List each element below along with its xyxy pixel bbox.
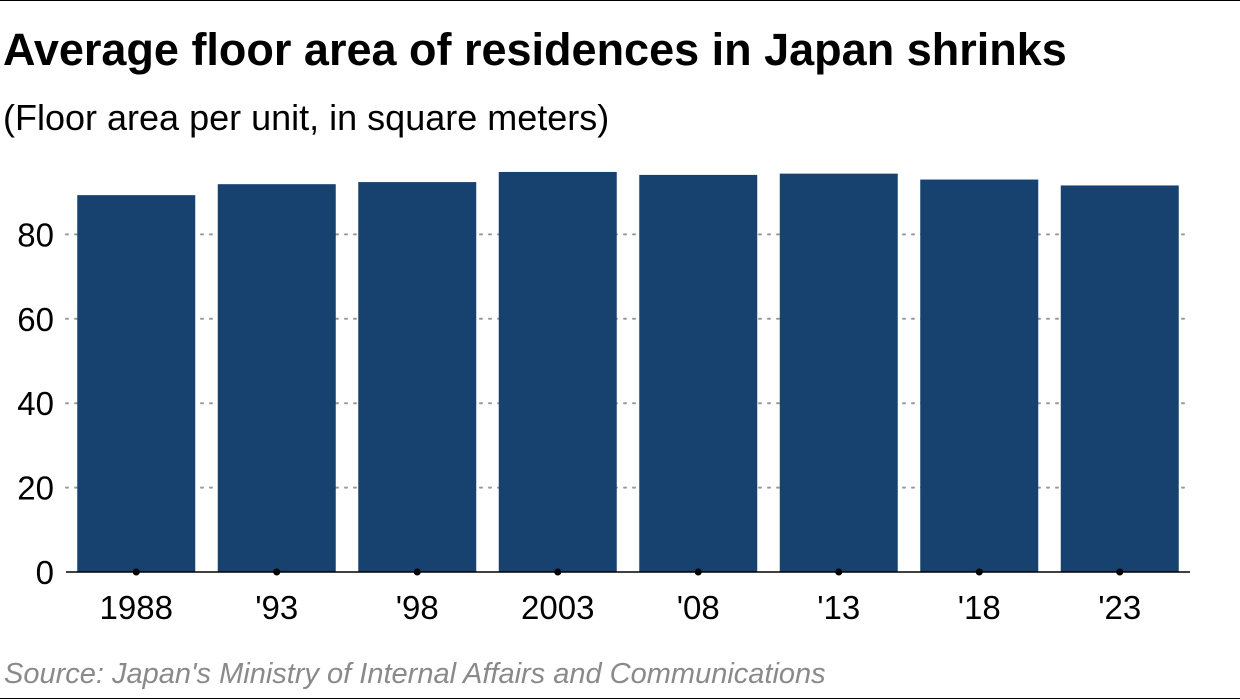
x-tick-labels: 1988 '93 '98 2003 '08 '13 '18 '23 — [100, 589, 1142, 626]
bar — [77, 195, 196, 573]
bar — [217, 184, 336, 572]
x-tick-label: '13 — [817, 589, 860, 626]
chart-title: Average floor area of residences in Japa… — [3, 24, 1067, 75]
y-tick-label: 60 — [17, 301, 54, 338]
x-tick-label: '98 — [396, 589, 439, 626]
bar — [1060, 185, 1179, 572]
bar — [920, 179, 1039, 573]
x-axis — [66, 568, 1190, 576]
source-note: Source: Japan's Ministry of Internal Aff… — [4, 658, 826, 690]
y-tick-label: 0 — [36, 554, 54, 591]
bar — [358, 182, 477, 572]
x-tick-label: '08 — [677, 589, 720, 626]
bottom-rule — [0, 698, 1240, 699]
bar — [779, 173, 898, 572]
chart-subtitle: (Floor area per unit, in square meters) — [3, 97, 610, 138]
x-tick-label: '93 — [255, 589, 298, 626]
bar — [498, 171, 617, 572]
y-tick-label: 80 — [17, 216, 54, 253]
bar — [639, 174, 758, 572]
x-tick-label: 1988 — [100, 589, 173, 626]
y-tick-labels: 0 20 40 60 80 — [17, 216, 54, 591]
y-tick-label: 40 — [17, 385, 54, 422]
bars — [77, 171, 1179, 573]
y-tick-label: 20 — [17, 470, 54, 507]
x-tick-label: '18 — [958, 589, 1001, 626]
x-tick-label: '23 — [1098, 589, 1141, 626]
top-rule — [0, 0, 1240, 1]
x-tick-label: 2003 — [521, 589, 594, 626]
